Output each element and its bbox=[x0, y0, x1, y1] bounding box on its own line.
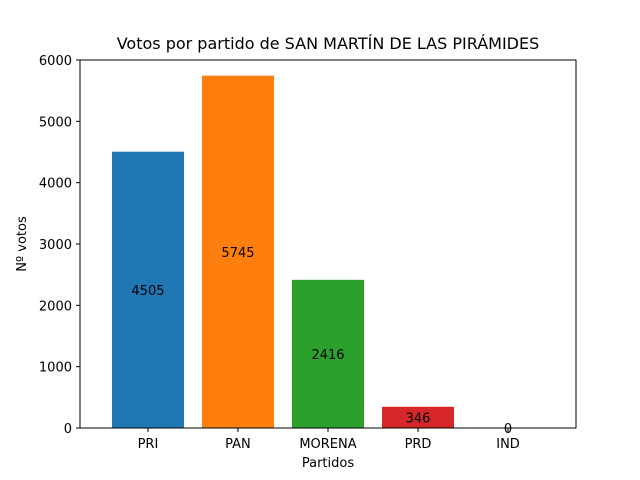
chart-title: Votos por partido de SAN MARTÍN DE LAS P… bbox=[117, 34, 540, 53]
data-label-pri: 4505 bbox=[131, 284, 164, 299]
x-tick-label-pri: PRI bbox=[138, 437, 159, 452]
bar-pri bbox=[111, 151, 184, 428]
x-tick-label-morena: MORENA bbox=[299, 437, 356, 452]
y-tick-label: 5000 bbox=[39, 115, 72, 130]
data-label-morena: 2416 bbox=[311, 348, 344, 363]
data-label-pan: 5745 bbox=[221, 246, 254, 261]
y-axis: 0 1000 2000 3000 4000 5000 6000 bbox=[39, 54, 80, 437]
bars-group bbox=[111, 75, 455, 428]
bar-morena bbox=[291, 279, 365, 428]
x-axis: PRI PAN MORENA PRD IND bbox=[138, 428, 520, 452]
y-tick-label: 4000 bbox=[39, 177, 72, 192]
data-label-prd: 346 bbox=[406, 411, 431, 426]
y-tick-label: 2000 bbox=[39, 299, 72, 314]
plot-frame bbox=[79, 59, 577, 429]
bar-pan bbox=[201, 75, 274, 428]
y-tick-label: 3000 bbox=[39, 238, 72, 253]
y-tick-label: 1000 bbox=[39, 361, 72, 376]
y-axis-label: Nº votos bbox=[15, 216, 30, 272]
y-tick-label: 6000 bbox=[39, 54, 72, 69]
y-tick-label: 0 bbox=[64, 422, 72, 437]
x-tick-label-prd: PRD bbox=[405, 437, 432, 452]
x-tick-label-pan: PAN bbox=[225, 437, 251, 452]
x-tick-label-ind: IND bbox=[496, 437, 520, 452]
x-axis-label: Partidos bbox=[302, 456, 354, 471]
bar-prd bbox=[382, 406, 455, 428]
